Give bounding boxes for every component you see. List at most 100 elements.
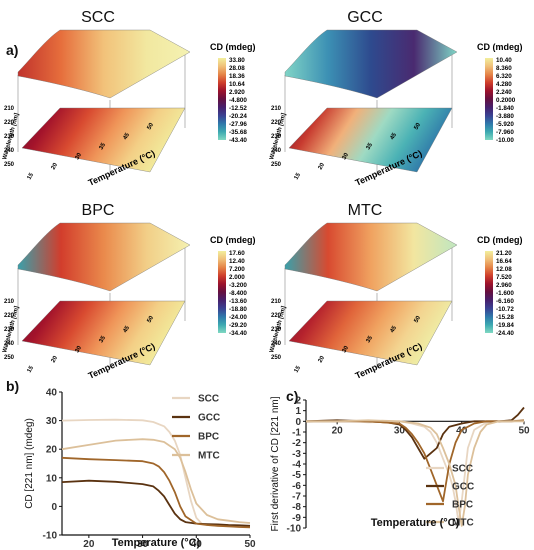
temperature-tick: 20	[51, 162, 60, 171]
wavelength-tick: 250	[4, 355, 15, 361]
colorbar-tick: 6.320	[496, 73, 512, 80]
legend-label-gcc: GCC	[452, 482, 474, 493]
colorbar-tick: 17.60	[229, 250, 245, 257]
colorbar-tick: -3.880	[496, 113, 514, 120]
colorbar-tick: -35.68	[229, 129, 247, 136]
x-tick-label: 30	[137, 539, 149, 550]
wavelength-tick: 230	[4, 327, 15, 333]
temperature-tick: 45	[390, 325, 399, 334]
x-axis-label: Temperature (°C)	[112, 537, 201, 549]
colorbar-tick: -4.800	[229, 97, 247, 104]
y-tick-label: -4	[292, 460, 301, 471]
temperature-tick: 20	[318, 162, 327, 171]
temperature-tick: 30	[75, 345, 84, 354]
temperature-tick: 20	[318, 355, 327, 364]
wavelength-tick: 220	[4, 120, 15, 126]
y-tick-label: 40	[46, 388, 58, 399]
panel-label-c: c)	[286, 388, 299, 404]
colorbar-tick: 12.40	[229, 258, 245, 265]
colorbar-tick: -24.40	[496, 330, 514, 337]
colorbar-tick: -13.60	[229, 298, 247, 305]
colorbar	[218, 251, 226, 333]
y-tick-label: 20	[46, 445, 58, 456]
colorbar-tick: -5.920	[496, 121, 514, 128]
series-line-mtc	[61, 438, 251, 524]
x-axis-label: Temperature (°C)	[371, 517, 460, 529]
colorbar-tick: -8.400	[229, 290, 247, 297]
colorbar-tick: 7.520	[496, 274, 512, 281]
surface-floor-scc	[21, 107, 186, 173]
colorbar-tick: -7.960	[496, 129, 514, 136]
surface-floor-mtc	[288, 300, 453, 366]
wavelength-tick: 210	[4, 106, 15, 112]
y-tick-label: -10	[287, 524, 302, 535]
colorbar-tick: -15.28	[496, 314, 514, 321]
surface-top-gcc	[284, 29, 458, 99]
series-line-mtc	[306, 419, 524, 527]
colorbar-tick: 0.2000	[496, 97, 516, 104]
surface-floor-bpc	[21, 300, 186, 366]
surface-top-scc	[17, 29, 191, 99]
colorbar-tick: 4.280	[496, 81, 512, 88]
x-tick-label: 50	[518, 425, 530, 436]
legend-label-scc: SCC	[452, 464, 473, 475]
surface-plot-scc: SCC 210 220 230 240 250 Wavelength [nm] 15 20 30 3…	[0, 0, 267, 190]
colorbar-tick: 7.200	[229, 266, 245, 273]
temperature-tick: 30	[342, 345, 351, 354]
surface-plot-bpc: BPC 210 220 230 240 250 Wavelength [nm] 15 20 30 3…	[0, 193, 267, 383]
temperature-tick: 30	[75, 152, 84, 161]
temperature-tick: 15	[27, 172, 36, 181]
colorbar-tick: 18.36	[229, 73, 245, 80]
axes	[305, 400, 524, 528]
y-tick-label: 0	[51, 502, 57, 513]
colorbar-tick: 12.08	[496, 266, 512, 273]
colorbar-title: CD (mdeg)	[210, 42, 256, 52]
temperature-tick: 35	[366, 335, 375, 344]
temperature-tick: 45	[123, 325, 132, 334]
surface-plot-mtc: MTC 210 220 230 240 250 Wavelength [nm] 15 20 30 3…	[267, 193, 534, 383]
wavelength-tick: 240	[271, 341, 282, 347]
y-tick-label: 1	[295, 406, 301, 417]
surface-title-gcc: GCC	[347, 9, 383, 26]
colorbar-title: CD (mdeg)	[210, 235, 256, 245]
y-tick-label: -9	[292, 513, 301, 524]
colorbar-tick: -18.80	[229, 306, 247, 313]
legend-label-bpc: BPC	[452, 500, 473, 511]
temperature-tick: 50	[414, 315, 423, 324]
temperature-tick: 30	[342, 152, 351, 161]
colorbar-title: CD (mdeg)	[477, 42, 523, 52]
x-tick-label: 50	[244, 539, 256, 550]
colorbar-tick: -1.840	[496, 105, 514, 112]
temperature-tick: 15	[294, 172, 303, 181]
colorbar-tick: -3.200	[229, 282, 247, 289]
colorbar-tick: 2.960	[496, 282, 512, 289]
colorbar	[218, 58, 226, 140]
colorbar-tick: -24.00	[229, 314, 247, 321]
chart-c-first-derivative: 20 30 40 50-10-9-8-7-6-5-4-3-2-1012SCCGCCBP…	[270, 396, 530, 535]
series-line-bpc	[61, 456, 251, 529]
legend-label-gcc: GCC	[198, 413, 220, 424]
y-tick-label: -8	[292, 502, 301, 513]
colorbar-tick: 33.80	[229, 57, 245, 64]
surface-top-mtc	[284, 222, 458, 292]
y-tick-label: -5	[292, 470, 301, 481]
wavelength-tick: 210	[4, 299, 15, 305]
y-tick-label: 2	[295, 396, 301, 407]
colorbar-tick: -34.40	[229, 330, 247, 337]
y-tick-label: -10	[43, 531, 58, 542]
legend-label-bpc: BPC	[198, 432, 219, 443]
y-tick-label: -7	[292, 492, 301, 503]
surface-plot-gcc: GCC 210 220 230 240 250 Wavelength [nm] 15 20 30 3…	[267, 0, 534, 190]
colorbar-tick: -43.40	[229, 137, 247, 144]
colorbar	[485, 251, 493, 333]
colorbar-tick: -1.600	[496, 290, 514, 297]
colorbar-tick: -29.20	[229, 322, 247, 329]
y-tick-label: 0	[295, 417, 301, 428]
y-tick-label: 10	[46, 473, 58, 484]
temperature-tick: 35	[99, 142, 108, 151]
legend-label-scc: SCC	[198, 394, 219, 405]
